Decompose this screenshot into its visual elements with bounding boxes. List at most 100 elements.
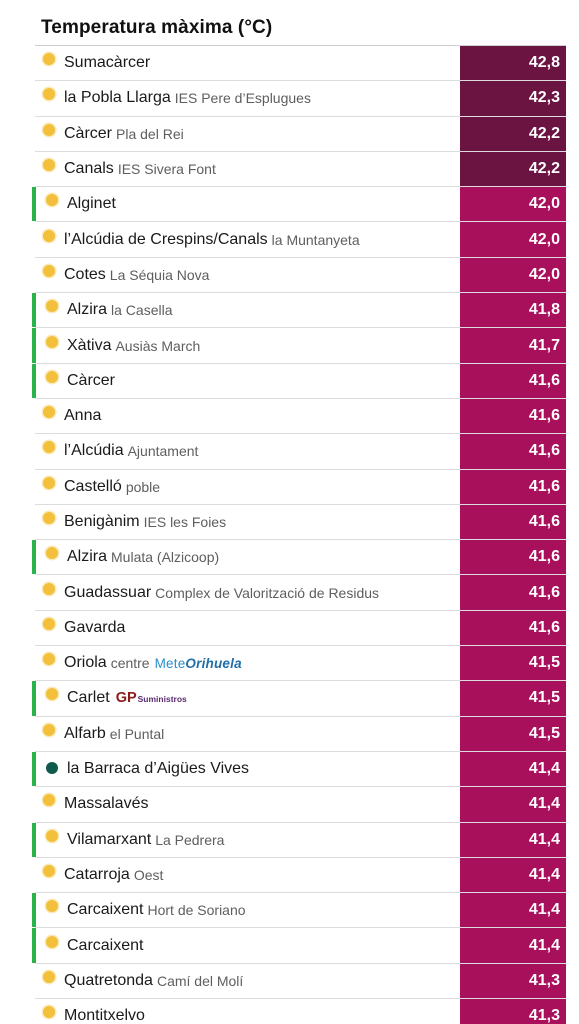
station-site: IES Sivera Font: [117, 161, 216, 178]
station-town: Càrcer: [64, 124, 113, 142]
station-name-cell: Gavarda: [35, 611, 460, 645]
logo-text-part: Mete: [154, 655, 186, 671]
station-row[interactable]: Alginet 42,0: [32, 187, 566, 223]
station-town: la Barraca d’Aigües Vives: [67, 760, 250, 778]
station-name-cell: Vilamarxant La Pedrera: [35, 823, 460, 857]
station-name-cell: Quatretonda Camí del Molí: [35, 964, 460, 998]
page-title: Temperatura màxima (°C): [41, 17, 273, 38]
temperature-value: 41,5: [460, 681, 566, 716]
station-row[interactable]: Carcaixent 41,4: [32, 928, 566, 964]
sun-icon: [46, 900, 58, 913]
temperature-value: 41,6: [460, 504, 566, 540]
station-site: Ajuntament: [127, 443, 199, 460]
station-name-cell: Carcaixent Hort de Soriano: [35, 893, 460, 927]
station-site: centre: [110, 655, 150, 672]
station-town: Montitxelvo: [64, 1007, 145, 1024]
station-row[interactable]: Carcaixent Hort de Soriano 41,4: [32, 893, 566, 929]
station-name-cell: Cotes La Séquia Nova: [35, 258, 460, 292]
temperature-value: 41,5: [460, 646, 566, 681]
station-row[interactable]: Guadassuar Complex de Valorització de Res…: [35, 575, 566, 611]
station-town: la Pobla Llarga: [64, 89, 171, 107]
sun-icon: [43, 653, 55, 666]
station-name-cell: l’Alcúdia de Crespins/Canals la Muntanyet…: [35, 222, 460, 256]
station-row[interactable]: Quatretonda Camí del Molí 41,3: [35, 963, 566, 1000]
station-site: IES les Foies: [143, 514, 227, 530]
station-row[interactable]: la Barraca d’Aigües Vives 41,4: [32, 751, 566, 788]
station-site: Hort de Soriano: [147, 902, 246, 919]
sun-icon: [43, 476, 55, 489]
sun-icon: [43, 88, 55, 101]
station-name-cell: Alzira Mulata (Alzicoop): [35, 540, 460, 574]
station-site: Ausiàs March: [115, 337, 201, 354]
dark-dot-icon: [46, 762, 58, 775]
temperature-value: 42,3: [460, 81, 566, 116]
temperature-value: 41,6: [460, 469, 566, 504]
station-row[interactable]: Alfarb el Puntal 41,5: [35, 716, 566, 752]
station-row[interactable]: Alzira la Casella 41,8: [32, 293, 566, 329]
station-name-cell: Oriola centre MeteOrihuela: [35, 646, 460, 680]
station-site: Complex de Valorització de Residus: [155, 584, 380, 601]
station-row[interactable]: Massalavés 41,4: [35, 787, 566, 823]
meteorihuela-logo: MeteOrihuela: [155, 656, 242, 671]
temperature-value: 42,8: [460, 46, 566, 81]
station-row[interactable]: Sumacàrcer 42,8: [35, 46, 566, 82]
station-site: el Puntal: [109, 725, 165, 742]
station-row[interactable]: Montitxelvo 41,3: [35, 999, 566, 1024]
sun-icon: [43, 229, 55, 242]
station-row[interactable]: Carlet GP Suministros 41,5: [32, 681, 566, 717]
station-name-cell: Càrcer: [35, 364, 460, 398]
station-site: Mulata (Alzicoop): [111, 549, 220, 566]
station-row[interactable]: l’Alcúdia de Crespins/Canals la Muntanyet…: [35, 222, 566, 258]
station-site: IES Pere d’Esplugues: [174, 90, 311, 107]
station-site: la Muntanyeta: [271, 231, 360, 248]
station-row[interactable]: Castelló poble 41,6: [35, 469, 566, 505]
station-row[interactable]: Catarroja Oest 41,4: [35, 857, 566, 894]
gp-suministros-logo: GP Suministros: [116, 690, 187, 706]
station-town: Alzira: [67, 301, 108, 319]
station-row[interactable]: Anna 41,6: [35, 398, 566, 435]
temperature-value: 41,6: [460, 540, 566, 575]
sun-icon: [43, 617, 55, 630]
station-row[interactable]: Gavarda 41,6: [35, 610, 566, 647]
temperature-value: 41,4: [460, 822, 566, 857]
station-town: Oriola: [64, 654, 107, 672]
station-name-cell: Carlet GP Suministros: [35, 681, 460, 715]
station-row[interactable]: Vilamarxant La Pedrera 41,4: [32, 822, 566, 858]
sun-icon: [46, 335, 58, 348]
station-town: Guadassuar: [64, 583, 152, 601]
temperature-value: 41,7: [460, 328, 566, 363]
station-town: Alzira: [67, 548, 108, 566]
station-name-cell: Montitxelvo: [35, 999, 460, 1024]
station-name-cell: la Pobla Llarga IES Pere d’Esplugues: [35, 81, 460, 115]
station-row[interactable]: Cotes La Séquia Nova 42,0: [35, 257, 566, 294]
station-name-cell: Xàtiva Ausiàs March: [35, 328, 460, 362]
sun-icon: [43, 512, 55, 524]
station-row[interactable]: la Pobla Llarga IES Pere d’Esplugues 42,3: [35, 81, 566, 117]
station-row[interactable]: Alzira Mulata (Alzicoop) 41,6: [32, 540, 566, 576]
station-name-cell: Alzira la Casella: [35, 293, 460, 327]
station-town: Alginet: [67, 195, 116, 213]
sun-icon: [43, 441, 55, 454]
station-row[interactable]: Canals IES Sivera Font 42,2: [35, 151, 566, 188]
station-row[interactable]: Càrcer Pla del Rei 42,2: [35, 116, 566, 152]
station-town: Xàtiva: [67, 336, 112, 354]
temperature-value: 42,0: [460, 222, 566, 257]
station-site: La Pedrera: [155, 831, 225, 848]
temperature-value: 41,6: [460, 610, 566, 646]
logo-text-part: Suministros: [137, 694, 187, 705]
station-town: Vilamarxant: [67, 830, 152, 848]
temperature-value: 41,6: [460, 575, 566, 610]
station-town: Gavarda: [64, 618, 126, 636]
station-town: Carcaixent: [67, 901, 144, 919]
station-row[interactable]: Oriola centre MeteOrihuela 41,5: [35, 646, 566, 682]
station-row[interactable]: Càrcer 41,6: [32, 363, 566, 399]
station-row[interactable]: l’Alcúdia Ajuntament 41,6: [35, 434, 566, 470]
temperature-value: 42,2: [460, 116, 566, 151]
station-town: l’Alcúdia de Crespins/Canals: [64, 230, 268, 248]
station-town: Cotes: [64, 265, 106, 283]
station-row[interactable]: Xàtiva Ausiàs March 41,7: [32, 328, 566, 364]
station-name-cell: Catarroja Oest: [35, 858, 460, 892]
station-site: La Séquia Nova: [109, 266, 210, 283]
station-row[interactable]: Benigànim IES les Foies 41,6: [35, 504, 566, 541]
station-town: Benigànim: [64, 513, 140, 530]
